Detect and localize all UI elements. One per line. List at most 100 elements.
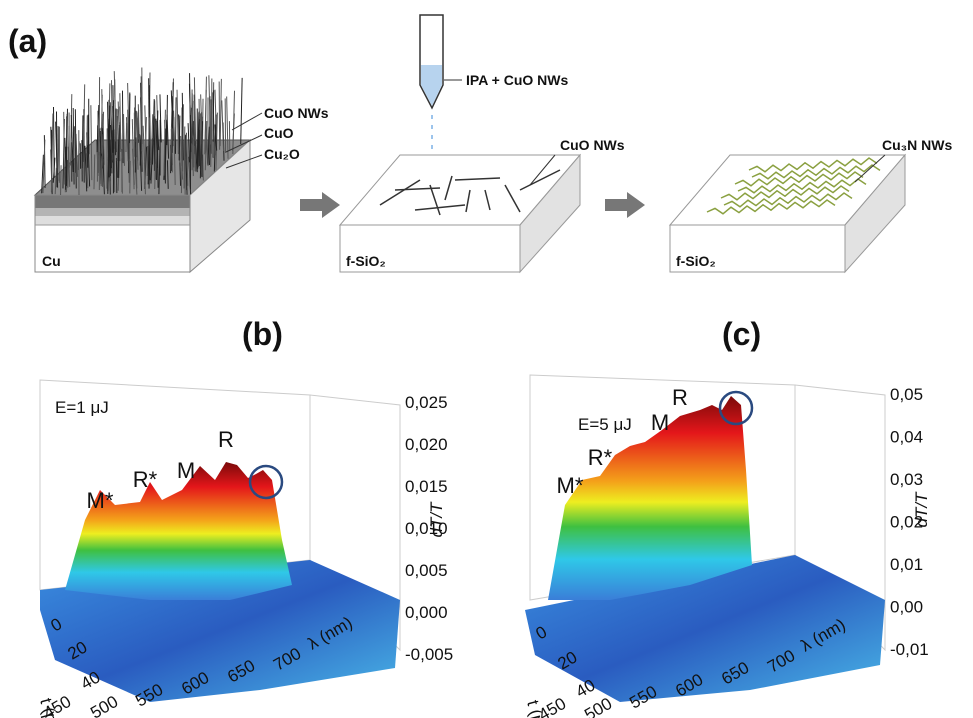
- spike: [186, 132, 189, 186]
- energy-label: E=5 μJ: [578, 415, 632, 434]
- spike: [119, 106, 122, 151]
- z-tick-label: 0,01: [890, 555, 923, 574]
- block-2: [338, 153, 582, 274]
- wire-label: CuO NWs: [560, 137, 625, 153]
- spike: [128, 93, 131, 174]
- z-axis-label: dT/T: [427, 501, 446, 538]
- spike: [123, 114, 125, 166]
- panel-label: (c): [722, 316, 761, 352]
- spike: [75, 133, 79, 177]
- z-axis-label: dT/T: [912, 491, 931, 528]
- highlight-circle: [718, 390, 754, 426]
- spike: [72, 108, 75, 185]
- spike: [50, 113, 54, 192]
- peak-label: M: [177, 458, 195, 483]
- spike: [232, 90, 236, 154]
- spike: [84, 145, 88, 192]
- spike: [55, 121, 59, 188]
- arrow: [605, 192, 645, 218]
- nanowire-spikes: [41, 67, 243, 196]
- z-tick-label: 0,025: [405, 393, 448, 412]
- spike: [191, 93, 195, 168]
- block-3: [668, 153, 907, 274]
- z-tick-label: -0,005: [405, 645, 453, 664]
- layer-label: CuO NWs: [264, 105, 329, 121]
- peak-label: R*: [588, 445, 613, 470]
- spike: [213, 114, 217, 172]
- spike: [65, 160, 69, 193]
- spike: [173, 117, 176, 186]
- spike: [221, 100, 225, 151]
- spike: [215, 112, 218, 170]
- spike: [65, 108, 68, 186]
- spike: [132, 148, 135, 185]
- wavy-wire: [706, 199, 836, 215]
- spike: [154, 121, 157, 190]
- energy-label: E=1 μJ: [55, 398, 109, 417]
- spike: [42, 139, 46, 194]
- spike: [207, 126, 210, 166]
- spike: [204, 120, 208, 171]
- spike: [108, 123, 111, 195]
- spike: [54, 167, 57, 195]
- panel-label: (b): [242, 316, 283, 352]
- spike: [166, 114, 170, 159]
- surface-ridge: [548, 396, 752, 600]
- spike: [73, 126, 77, 173]
- spike: [176, 89, 179, 155]
- spike: [194, 140, 198, 172]
- substrate-label: f-SiO₂: [346, 253, 386, 269]
- wavy-wire: [723, 192, 853, 208]
- z-tick-label: 0,000: [405, 603, 448, 622]
- z-tick-label: 0,05: [890, 385, 923, 404]
- spike: [193, 77, 197, 144]
- spike: [183, 126, 186, 189]
- peak-label: R: [672, 385, 688, 410]
- z-tick-label: 0,04: [890, 428, 923, 447]
- spike: [93, 154, 96, 190]
- z-tick-label: 0,00: [890, 598, 923, 617]
- spike: [150, 114, 154, 165]
- spike: [142, 125, 146, 165]
- layer-label: CuO: [264, 125, 294, 141]
- spike: [184, 134, 188, 195]
- spike: [100, 134, 104, 187]
- spike: [170, 144, 173, 171]
- spike: [137, 104, 141, 145]
- spike: [219, 78, 222, 147]
- spike: [163, 109, 166, 176]
- spike: [135, 137, 138, 189]
- z-tick-label: 0,020: [405, 435, 448, 454]
- spike: [159, 94, 162, 143]
- spike: [99, 130, 102, 185]
- pipette-label: IPA + CuO NWs: [466, 72, 569, 88]
- spike: [226, 96, 229, 159]
- wavy-wire: [734, 171, 864, 187]
- spike: [197, 112, 200, 169]
- spike: [112, 100, 115, 153]
- spike: [178, 115, 181, 161]
- spike: [148, 117, 152, 164]
- spike: [208, 75, 212, 145]
- spike: [143, 117, 147, 190]
- pipette: [419, 14, 462, 150]
- spike: [151, 99, 155, 165]
- spike: [136, 112, 139, 143]
- spike: [64, 137, 67, 187]
- spike: [74, 109, 77, 189]
- wavy-wire: [720, 185, 850, 201]
- spike: [214, 124, 218, 151]
- z-tick-label: 0,02: [890, 513, 923, 532]
- spike: [147, 120, 150, 185]
- spike: [166, 160, 169, 189]
- lambda-tick-label: 450: [40, 692, 74, 718]
- spike: [109, 139, 112, 169]
- z-tick-label: 0,010: [405, 519, 448, 538]
- peak-label: M*: [87, 488, 114, 513]
- wavy-wire: [737, 178, 867, 194]
- spike: [170, 129, 173, 173]
- spike: [156, 120, 160, 151]
- spike: [125, 117, 129, 162]
- spike: [171, 96, 174, 147]
